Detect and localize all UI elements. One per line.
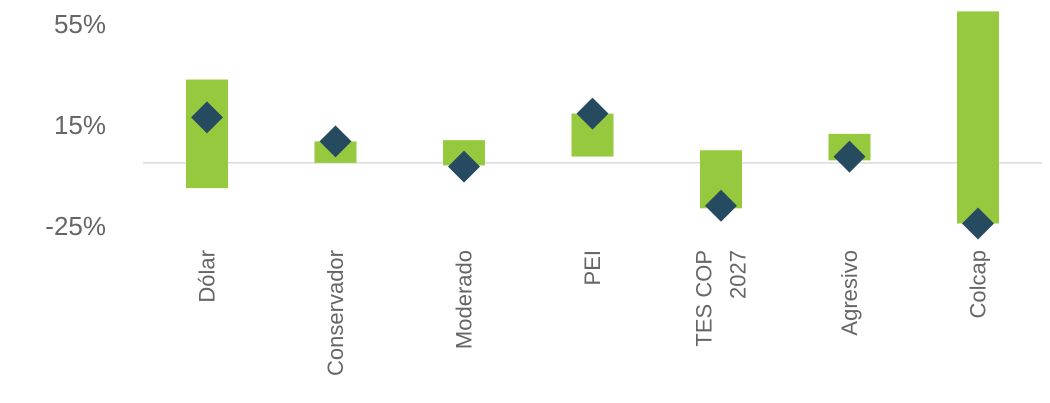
value-marker bbox=[705, 189, 737, 222]
range-bar bbox=[957, 11, 999, 224]
category-label-line: TES COP bbox=[692, 250, 717, 347]
value-marker bbox=[191, 101, 223, 134]
value-marker bbox=[833, 140, 866, 173]
category-label: TES COP 2027 bbox=[692, 250, 751, 347]
category-label-line: 2027 bbox=[726, 250, 751, 299]
category-label-line: Moderado bbox=[452, 250, 477, 349]
category-label-line: Conservador bbox=[323, 250, 348, 376]
category-label-line: Dólar bbox=[195, 250, 220, 303]
category-label: Moderado bbox=[452, 250, 477, 349]
category-label-line: PEI bbox=[580, 250, 605, 285]
category-label-line: Colcap bbox=[966, 250, 991, 318]
y-tick-label: 15% bbox=[54, 110, 106, 140]
category-label-line: Agresivo bbox=[837, 250, 862, 336]
value-marker bbox=[448, 150, 480, 183]
category-label: Colcap bbox=[966, 250, 991, 318]
category-label: Agresivo bbox=[837, 250, 862, 336]
value-marker bbox=[319, 125, 352, 158]
y-tick-label: 55% bbox=[54, 9, 106, 39]
y-axis-ticks: 55% 15% -25% bbox=[45, 9, 106, 241]
value-markers bbox=[191, 97, 994, 240]
value-marker bbox=[576, 97, 609, 130]
category-label: PEI bbox=[580, 250, 605, 285]
range-bar bbox=[186, 79, 228, 189]
category-label: Conservador bbox=[323, 250, 348, 376]
value-marker bbox=[962, 207, 994, 240]
category-labels: Dólar Conservador Moderado PEI TES COP 2027 Ag… bbox=[195, 250, 991, 376]
y-tick-label: -25% bbox=[45, 211, 106, 241]
category-label: Dólar bbox=[195, 250, 220, 303]
